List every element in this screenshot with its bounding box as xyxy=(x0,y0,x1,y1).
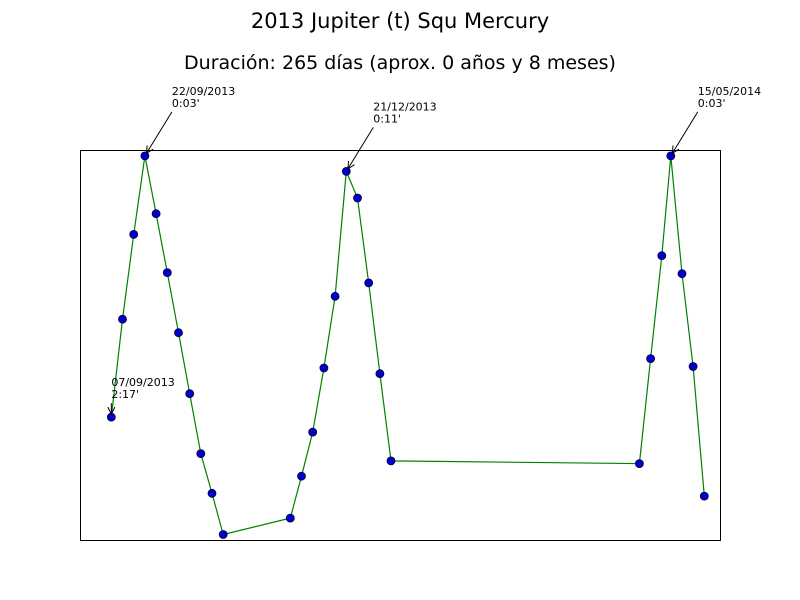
chart-title: 2013 Jupiter (t) Squ Mercury xyxy=(251,9,549,33)
annotation-arrowhead xyxy=(671,145,680,155)
data-point xyxy=(162,268,172,278)
data-point xyxy=(218,530,228,539)
annotation-arrow xyxy=(671,111,699,154)
data-point xyxy=(657,251,667,261)
annotation-orb: 0:03' xyxy=(698,97,726,110)
data-point xyxy=(635,459,644,469)
annotation-date: 21/12/2013 xyxy=(373,100,436,113)
annotation-orb: 0:03' xyxy=(172,97,200,110)
data-point xyxy=(319,363,329,373)
data-point xyxy=(174,328,183,338)
annotation-arrowhead xyxy=(107,406,116,416)
annotation-date: 22/09/2013 xyxy=(172,85,235,98)
data-point xyxy=(666,151,676,161)
data-point xyxy=(364,278,374,288)
chart-subtitle: Duración: 265 días (aprox. 0 años y 8 me… xyxy=(184,52,616,74)
data-point xyxy=(688,362,698,371)
annotation-orb: 0:11' xyxy=(373,112,401,125)
data-point xyxy=(285,513,295,523)
data-point xyxy=(375,369,385,379)
annotation-orb: 2:17' xyxy=(111,388,139,401)
data-point xyxy=(308,427,318,437)
annotation-date: 15/05/2014 xyxy=(698,85,761,98)
plot-area xyxy=(80,150,721,541)
data-point xyxy=(129,229,139,239)
data-point xyxy=(207,488,217,498)
data-point xyxy=(341,166,351,176)
data-point xyxy=(151,209,161,219)
data-point xyxy=(353,193,362,203)
annotation-date: 07/09/2013 xyxy=(111,376,174,389)
data-point xyxy=(699,491,709,501)
data-point xyxy=(330,291,340,301)
data-point xyxy=(140,151,150,161)
data-point xyxy=(297,471,306,481)
data-point xyxy=(196,449,206,459)
data-point xyxy=(185,389,195,399)
annotation-arrow xyxy=(347,127,374,170)
annotation-arrowhead xyxy=(347,161,355,170)
data-point xyxy=(677,269,687,279)
annotation-arrowhead xyxy=(145,145,154,155)
data-point xyxy=(646,354,655,364)
data-point xyxy=(386,456,396,466)
series-line xyxy=(110,155,705,536)
data-point xyxy=(118,314,127,324)
annotation-arrow xyxy=(146,111,173,154)
series-layer xyxy=(106,151,709,539)
